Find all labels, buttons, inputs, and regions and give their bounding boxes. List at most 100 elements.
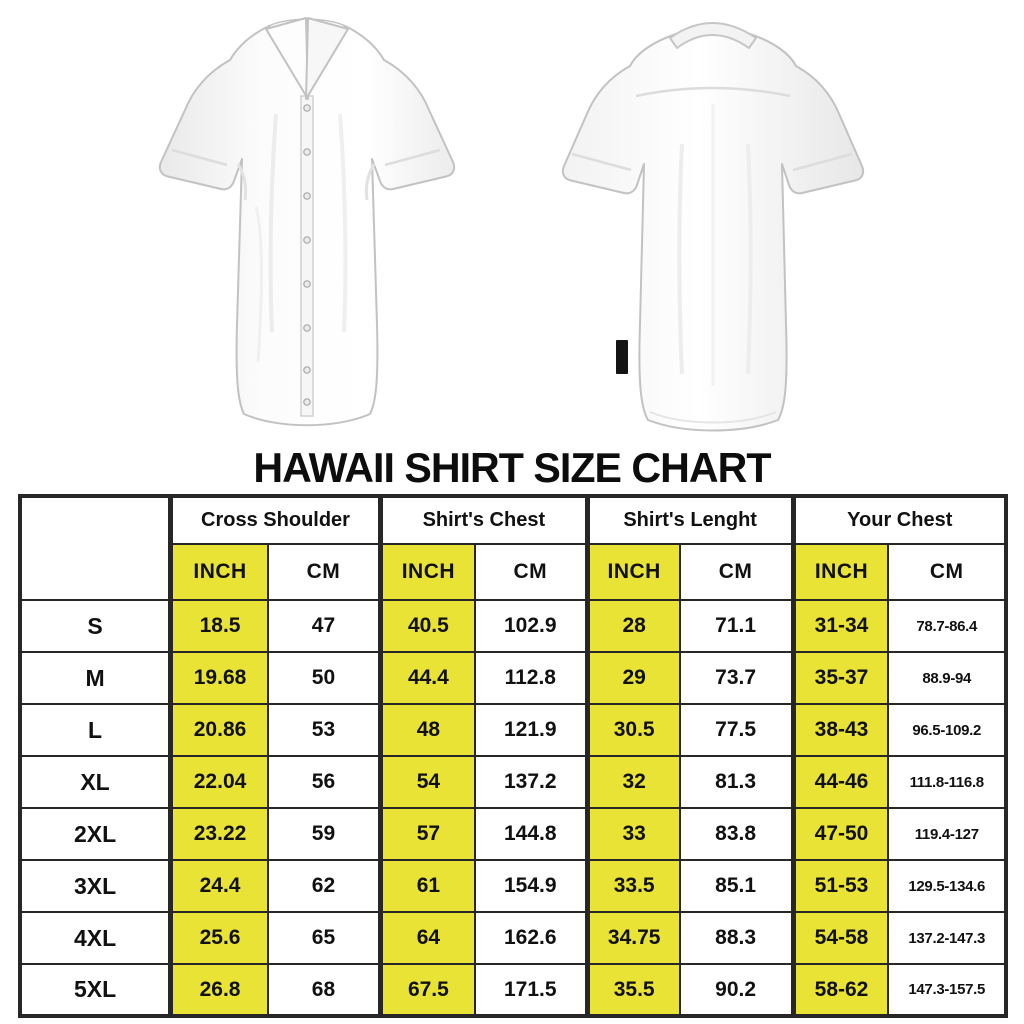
value-cell: 24.4	[168, 859, 269, 913]
value-cell: 154.9	[473, 859, 589, 913]
value-cell: 50	[266, 651, 382, 705]
shirt-back-image	[561, 22, 865, 432]
value-cell: 61	[377, 859, 476, 913]
value-cell: 144.8	[473, 807, 589, 861]
corner-cell	[19, 495, 172, 601]
column-group-header: Your Chest	[790, 495, 1007, 545]
cm-unit-header: CM	[473, 543, 589, 601]
value-cell: 56	[266, 755, 382, 809]
value-cell: 22.04	[168, 755, 269, 809]
value-cell: 112.8	[473, 651, 589, 705]
value-cell: 35.5	[584, 963, 681, 1017]
inch-unit-header: INCH	[790, 543, 890, 601]
size-label: 5XL	[19, 963, 172, 1017]
value-cell: 38-43	[790, 703, 890, 757]
value-cell: 54	[377, 755, 476, 809]
value-cell: 47-50	[790, 807, 890, 861]
value-cell: 121.9	[473, 703, 589, 757]
value-cell: 88.9-94	[887, 651, 1007, 705]
inch-unit-header: INCH	[584, 543, 681, 601]
column-group-header: Shirt's Chest	[377, 495, 589, 545]
value-cell: 59	[266, 807, 382, 861]
inch-unit-header: INCH	[377, 543, 476, 601]
cm-unit-header: CM	[887, 543, 1007, 601]
table-row: S 18.5 47 40.5 102.9 28 71.1 31-34 78.7-86.4	[19, 599, 1007, 653]
cm-unit-header: CM	[266, 543, 382, 601]
value-cell: 26.8	[168, 963, 269, 1017]
value-cell: 20.86	[168, 703, 269, 757]
value-cell: 162.6	[473, 911, 589, 965]
value-cell: 85.1	[678, 859, 795, 913]
size-label: 2XL	[19, 807, 172, 861]
group-header-row: Cross Shoulder Shirt's Chest Shirt's Lengh…	[19, 495, 1007, 601]
value-cell: 62	[266, 859, 382, 913]
value-cell: 57	[377, 807, 476, 861]
table-row: XL 22.04 56 54 137.2 32 81.3 44-46 111.8-116.8	[19, 755, 1007, 809]
size-label: 4XL	[19, 911, 172, 965]
table-row: M 19.68 50 44.4 112.8 29 73.7 35-37 88.9-94	[19, 651, 1007, 705]
value-cell: 48	[377, 703, 476, 757]
value-cell: 35-37	[790, 651, 890, 705]
size-label: S	[19, 599, 172, 653]
table-row: 2XL 23.22 59 57 144.8 33 83.8 47-50 119.4-127	[19, 807, 1007, 861]
hem-tag	[616, 340, 628, 374]
table-row: L 20.86 53 48 121.9 30.5 77.5 38-43 96.5-109.2	[19, 703, 1007, 757]
value-cell: 51-53	[790, 859, 890, 913]
value-cell: 34.75	[584, 911, 681, 965]
value-cell: 33	[584, 807, 681, 861]
value-cell: 32	[584, 755, 681, 809]
value-cell: 102.9	[473, 599, 589, 653]
value-cell: 44-46	[790, 755, 890, 809]
value-cell: 40.5	[377, 599, 476, 653]
size-label: M	[19, 651, 172, 705]
page-title: HAWAII SHIRT SIZE CHART	[253, 444, 771, 491]
size-chart-table: Cross Shoulder Shirt's Chest Shirt's Lengh…	[18, 494, 1008, 1018]
value-cell: 137.2	[473, 755, 589, 809]
value-cell: 28	[584, 599, 681, 653]
value-cell: 171.5	[473, 963, 589, 1017]
unit-header-row: INCH CM INCH CM INCH CM INCH CM	[20, 543, 1007, 601]
shirt-front-image	[158, 17, 456, 427]
value-cell: 137.2-147.3	[887, 911, 1007, 965]
value-cell: 77.5	[678, 703, 795, 757]
value-cell: 25.6	[168, 911, 269, 965]
table-row: 5XL 26.8 68 67.5 171.5 35.5 90.2 58-62 147.3-157…	[19, 963, 1007, 1017]
value-cell: 58-62	[790, 963, 890, 1017]
value-cell: 67.5	[377, 963, 476, 1017]
value-cell: 19.68	[168, 651, 269, 705]
value-cell: 33.5	[584, 859, 681, 913]
value-cell: 90.2	[678, 963, 795, 1017]
value-cell: 31-34	[790, 599, 890, 653]
table-row: 4XL 25.6 65 64 162.6 34.75 88.3 54-58 137.2-147.…	[19, 911, 1007, 965]
value-cell: 119.4-127	[887, 807, 1007, 861]
value-cell: 30.5	[584, 703, 681, 757]
column-group-header: Shirt's Lenght	[584, 495, 795, 545]
value-cell: 18.5	[168, 599, 269, 653]
value-cell: 88.3	[678, 911, 795, 965]
value-cell: 73.7	[678, 651, 795, 705]
value-cell: 29	[584, 651, 681, 705]
value-cell: 47	[266, 599, 382, 653]
column-group-header: Cross Shoulder	[168, 495, 382, 545]
inch-unit-header: INCH	[168, 543, 269, 601]
value-cell: 64	[377, 911, 476, 965]
value-cell: 65	[266, 911, 382, 965]
value-cell: 54-58	[790, 911, 890, 965]
value-cell: 111.8-116.8	[887, 755, 1007, 809]
value-cell: 78.7-86.4	[887, 599, 1007, 653]
cm-unit-header: CM	[678, 543, 795, 601]
value-cell: 68	[266, 963, 382, 1017]
value-cell: 96.5-109.2	[887, 703, 1007, 757]
value-cell: 53	[266, 703, 382, 757]
size-label: 3XL	[19, 859, 172, 913]
size-table-head: Cross Shoulder Shirt's Chest Shirt's Lengh…	[19, 495, 1007, 601]
size-table-body: S 18.5 47 40.5 102.9 28 71.1 31-34 78.7-86.4 M 19.…	[19, 599, 1007, 1017]
size-label: L	[19, 703, 172, 757]
value-cell: 44.4	[377, 651, 476, 705]
value-cell: 147.3-157.5	[887, 963, 1007, 1017]
size-label: XL	[19, 755, 172, 809]
value-cell: 23.22	[168, 807, 269, 861]
value-cell: 83.8	[678, 807, 795, 861]
value-cell: 71.1	[678, 599, 795, 653]
